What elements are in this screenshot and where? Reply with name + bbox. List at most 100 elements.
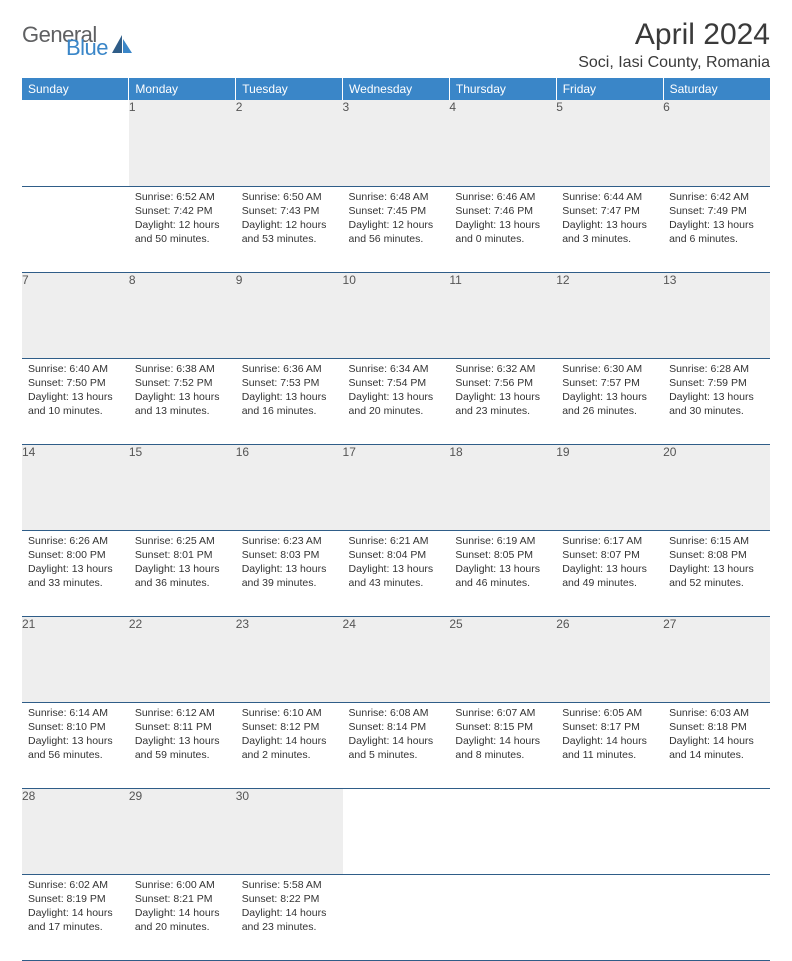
calendar-cell: Sunrise: 6:52 AMSunset: 7:42 PMDaylight:… [129,186,236,272]
cell-line-sunrise: Sunrise: 6:48 AM [349,190,444,204]
cell-line-sunrise: Sunrise: 6:07 AM [455,706,550,720]
cell-line-day2: and 6 minutes. [669,232,764,246]
cell-body: Sunrise: 6:38 AMSunset: 7:52 PMDaylight:… [129,359,236,425]
logo-blue-text: Blue [66,39,108,58]
day-number [449,788,556,874]
day-number: 19 [556,444,663,530]
logo-text: General Blue [22,26,108,57]
cell-line-day1: Daylight: 13 hours [455,562,550,576]
header: General Blue April 2024 Soci, Iasi Count… [22,18,770,72]
calendar-cell: Sunrise: 6:40 AMSunset: 7:50 PMDaylight:… [22,358,129,444]
cell-line-day1: Daylight: 14 hours [242,906,337,920]
cell-line-day1: Daylight: 12 hours [349,218,444,232]
cell-line-day2: and 30 minutes. [669,404,764,418]
cell-body: Sunrise: 6:08 AMSunset: 8:14 PMDaylight:… [343,703,450,769]
day-number [663,788,770,874]
weekday-header: Thursday [449,78,556,100]
cell-line-day2: and 17 minutes. [28,920,123,934]
cell-line-sunset: Sunset: 8:18 PM [669,720,764,734]
cell-line-day1: Daylight: 13 hours [669,390,764,404]
cell-line-day2: and 23 minutes. [455,404,550,418]
cell-line-sunset: Sunset: 7:45 PM [349,204,444,218]
cell-line-sunrise: Sunrise: 6:14 AM [28,706,123,720]
cell-line-day1: Daylight: 14 hours [669,734,764,748]
calendar-cell: Sunrise: 5:58 AMSunset: 8:22 PMDaylight:… [236,874,343,960]
day-number: 26 [556,616,663,702]
day-number: 5 [556,100,663,186]
calendar-week-row: Sunrise: 6:26 AMSunset: 8:00 PMDaylight:… [22,530,770,616]
cell-line-day1: Daylight: 12 hours [135,218,230,232]
day-number: 1 [129,100,236,186]
cell-line-sunrise: Sunrise: 6:26 AM [28,534,123,548]
cell-line-sunrise: Sunrise: 6:15 AM [669,534,764,548]
cell-line-sunset: Sunset: 8:19 PM [28,892,123,906]
cell-line-sunset: Sunset: 7:43 PM [242,204,337,218]
title-block: April 2024 Soci, Iasi County, Romania [578,18,770,72]
cell-line-sunrise: Sunrise: 6:38 AM [135,362,230,376]
cell-line-sunrise: Sunrise: 6:00 AM [135,878,230,892]
calendar-cell: Sunrise: 6:46 AMSunset: 7:46 PMDaylight:… [449,186,556,272]
cell-line-sunrise: Sunrise: 6:02 AM [28,878,123,892]
cell-line-day2: and 53 minutes. [242,232,337,246]
weekday-header: Friday [556,78,663,100]
day-number: 18 [449,444,556,530]
cell-line-sunset: Sunset: 7:56 PM [455,376,550,390]
weekday-header: Monday [129,78,236,100]
calendar-cell: Sunrise: 6:14 AMSunset: 8:10 PMDaylight:… [22,702,129,788]
calendar-week-row: Sunrise: 6:14 AMSunset: 8:10 PMDaylight:… [22,702,770,788]
calendar-cell: Sunrise: 6:00 AMSunset: 8:21 PMDaylight:… [129,874,236,960]
calendar-cell: Sunrise: 6:38 AMSunset: 7:52 PMDaylight:… [129,358,236,444]
cell-body: Sunrise: 6:30 AMSunset: 7:57 PMDaylight:… [556,359,663,425]
cell-body: Sunrise: 6:44 AMSunset: 7:47 PMDaylight:… [556,187,663,253]
cell-body: Sunrise: 6:34 AMSunset: 7:54 PMDaylight:… [343,359,450,425]
cell-line-sunrise: Sunrise: 6:25 AM [135,534,230,548]
cell-line-day1: Daylight: 13 hours [242,390,337,404]
calendar-cell [22,186,129,272]
cell-body: Sunrise: 6:28 AMSunset: 7:59 PMDaylight:… [663,359,770,425]
cell-line-day2: and 11 minutes. [562,748,657,762]
day-number [22,100,129,186]
cell-line-day1: Daylight: 13 hours [135,562,230,576]
calendar-header-row: SundayMondayTuesdayWednesdayThursdayFrid… [22,78,770,100]
cell-line-day1: Daylight: 14 hours [135,906,230,920]
day-number: 2 [236,100,343,186]
cell-line-sunset: Sunset: 7:52 PM [135,376,230,390]
cell-line-day1: Daylight: 13 hours [562,218,657,232]
cell-body: Sunrise: 6:52 AMSunset: 7:42 PMDaylight:… [129,187,236,253]
cell-line-sunset: Sunset: 8:21 PM [135,892,230,906]
cell-line-day2: and 13 minutes. [135,404,230,418]
cell-body: Sunrise: 6:15 AMSunset: 8:08 PMDaylight:… [663,531,770,597]
cell-line-sunset: Sunset: 8:14 PM [349,720,444,734]
cell-line-day1: Daylight: 14 hours [455,734,550,748]
weekday-header: Saturday [663,78,770,100]
daynum-row: 21222324252627 [22,616,770,702]
cell-body: Sunrise: 6:07 AMSunset: 8:15 PMDaylight:… [449,703,556,769]
day-number: 29 [129,788,236,874]
day-number: 3 [343,100,450,186]
cell-body: Sunrise: 6:42 AMSunset: 7:49 PMDaylight:… [663,187,770,253]
cell-line-sunrise: Sunrise: 6:32 AM [455,362,550,376]
calendar-cell: Sunrise: 6:10 AMSunset: 8:12 PMDaylight:… [236,702,343,788]
weekday-header: Sunday [22,78,129,100]
cell-line-sunset: Sunset: 8:05 PM [455,548,550,562]
day-number: 14 [22,444,129,530]
cell-body: Sunrise: 6:25 AMSunset: 8:01 PMDaylight:… [129,531,236,597]
cell-line-sunrise: Sunrise: 6:36 AM [242,362,337,376]
weekday-header: Tuesday [236,78,343,100]
cell-body: Sunrise: 6:19 AMSunset: 8:05 PMDaylight:… [449,531,556,597]
calendar-cell: Sunrise: 6:02 AMSunset: 8:19 PMDaylight:… [22,874,129,960]
day-number: 7 [22,272,129,358]
day-number: 6 [663,100,770,186]
cell-line-sunrise: Sunrise: 6:05 AM [562,706,657,720]
cell-line-day2: and 5 minutes. [349,748,444,762]
cell-line-sunset: Sunset: 7:42 PM [135,204,230,218]
cell-line-day1: Daylight: 12 hours [242,218,337,232]
cell-line-day2: and 56 minutes. [28,748,123,762]
cell-line-day2: and 23 minutes. [242,920,337,934]
cell-line-day1: Daylight: 13 hours [28,734,123,748]
cell-line-day1: Daylight: 13 hours [28,390,123,404]
calendar-week-row: Sunrise: 6:40 AMSunset: 7:50 PMDaylight:… [22,358,770,444]
cell-line-sunset: Sunset: 8:08 PM [669,548,764,562]
cell-line-day1: Daylight: 14 hours [28,906,123,920]
cell-body: Sunrise: 5:58 AMSunset: 8:22 PMDaylight:… [236,875,343,941]
